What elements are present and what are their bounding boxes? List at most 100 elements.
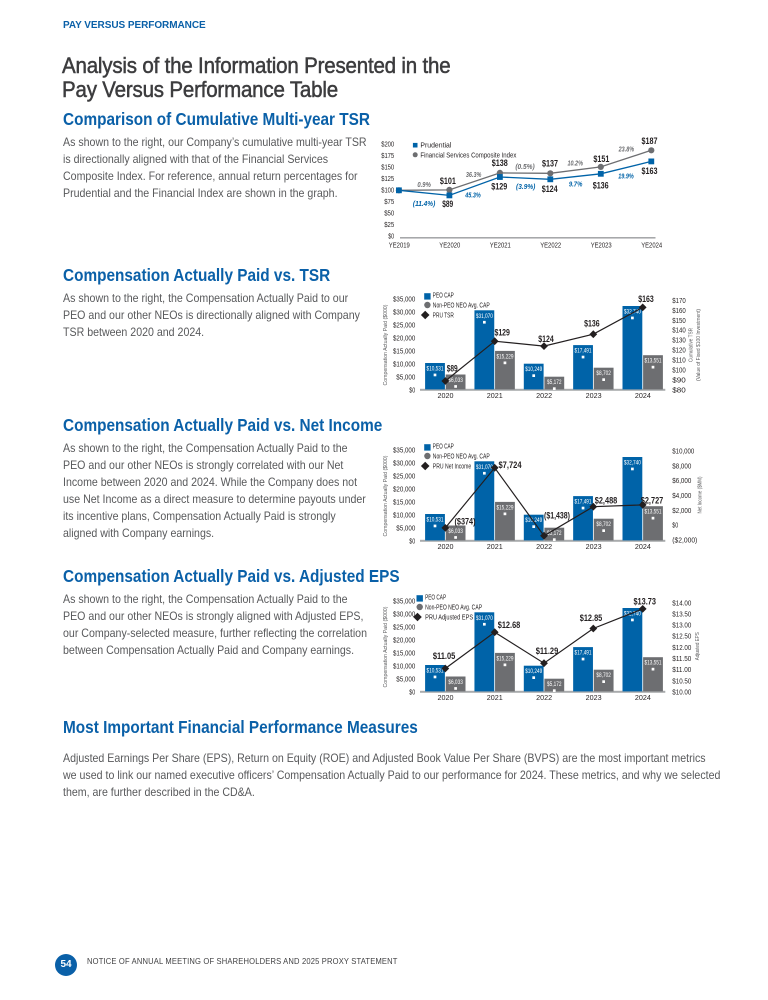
svg-text:(Value of Fixed $100 Investmen: (Value of Fixed $100 Investment) bbox=[696, 309, 702, 381]
svg-text:$170: $170 bbox=[672, 298, 686, 305]
svg-text:$12.00: $12.00 bbox=[672, 645, 691, 652]
svg-text:$10,531: $10,531 bbox=[427, 518, 445, 524]
svg-text:$13,551: $13,551 bbox=[645, 510, 663, 516]
svg-text:$5,172: $5,172 bbox=[547, 531, 562, 537]
svg-text:$0: $0 bbox=[388, 234, 394, 241]
svg-text:$17,491: $17,491 bbox=[575, 500, 593, 506]
svg-text:2024: 2024 bbox=[635, 393, 651, 400]
svg-text:2022: 2022 bbox=[536, 393, 552, 400]
svg-text:$151: $151 bbox=[593, 154, 609, 164]
svg-text:$5,000: $5,000 bbox=[396, 676, 415, 683]
svg-text:Prudential: Prudential bbox=[420, 143, 451, 150]
svg-text:Non-PEO NEO Avg. CAP: Non-PEO NEO Avg. CAP bbox=[433, 454, 490, 461]
svg-text:$187: $187 bbox=[642, 136, 658, 146]
svg-text:$124: $124 bbox=[538, 334, 554, 344]
svg-text:$20,000: $20,000 bbox=[393, 637, 415, 644]
svg-text:2023: 2023 bbox=[586, 393, 602, 400]
svg-text:(0.5%): (0.5%) bbox=[515, 162, 535, 171]
svg-text:$10.00: $10.00 bbox=[672, 689, 691, 696]
svg-text:$15,000: $15,000 bbox=[393, 349, 415, 356]
svg-text:$110: $110 bbox=[672, 358, 686, 365]
svg-text:PEO CAP: PEO CAP bbox=[433, 444, 454, 451]
svg-text:PEO CAP: PEO CAP bbox=[433, 293, 454, 300]
svg-text:Compensation Actually Paid ($0: Compensation Actually Paid ($000) bbox=[383, 456, 389, 537]
svg-text:$11.29: $11.29 bbox=[536, 646, 559, 656]
svg-text:$25,000: $25,000 bbox=[393, 474, 415, 481]
svg-text:(3.9%): (3.9%) bbox=[516, 182, 536, 191]
svg-text:10.2%: 10.2% bbox=[567, 158, 583, 167]
svg-text:$13.00: $13.00 bbox=[672, 622, 691, 629]
svg-text:YE2020: YE2020 bbox=[439, 243, 460, 250]
svg-text:$12.50: $12.50 bbox=[672, 633, 691, 640]
svg-text:$30,000: $30,000 bbox=[393, 461, 415, 468]
svg-text:Non-PEO NEO Avg. CAP: Non-PEO NEO Avg. CAP bbox=[425, 604, 482, 611]
svg-text:45.3%: 45.3% bbox=[465, 191, 481, 200]
svg-text:$2,727: $2,727 bbox=[641, 496, 664, 506]
svg-text:$4,000: $4,000 bbox=[672, 493, 691, 500]
svg-text:Compensation Actually Paid ($0: Compensation Actually Paid ($000) bbox=[383, 606, 389, 687]
svg-text:$89: $89 bbox=[447, 364, 458, 374]
svg-text:$15,000: $15,000 bbox=[393, 650, 415, 657]
svg-text:YE2021: YE2021 bbox=[490, 243, 511, 250]
svg-text:$80: $80 bbox=[672, 387, 686, 394]
svg-text:$35,000: $35,000 bbox=[393, 448, 415, 455]
svg-text:$13,551: $13,551 bbox=[645, 660, 663, 666]
svg-text:$163: $163 bbox=[642, 166, 658, 176]
svg-text:$2,488: $2,488 bbox=[595, 496, 618, 506]
svg-text:$11.50: $11.50 bbox=[672, 656, 691, 663]
svg-text:$138: $138 bbox=[492, 158, 508, 168]
svg-text:$120: $120 bbox=[672, 348, 686, 355]
svg-text:$150: $150 bbox=[381, 165, 394, 172]
svg-text:19.9%: 19.9% bbox=[618, 172, 634, 181]
svg-text:PRU TSR: PRU TSR bbox=[433, 313, 454, 320]
svg-text:$140: $140 bbox=[672, 328, 686, 335]
svg-text:$20,000: $20,000 bbox=[393, 487, 415, 494]
svg-text:PEO CAP: PEO CAP bbox=[425, 594, 446, 601]
svg-text:$25,000: $25,000 bbox=[393, 624, 415, 631]
svg-text:0.9%: 0.9% bbox=[417, 180, 431, 189]
svg-text:YE2022: YE2022 bbox=[540, 243, 561, 250]
svg-text:$31,070: $31,070 bbox=[476, 616, 494, 622]
svg-text:$15,229: $15,229 bbox=[496, 506, 514, 512]
svg-text:($2,000): ($2,000) bbox=[672, 538, 697, 545]
svg-text:$32,740: $32,740 bbox=[624, 461, 642, 467]
svg-text:$175: $175 bbox=[381, 153, 394, 160]
svg-text:Net Income ($MM): Net Income ($MM) bbox=[698, 477, 704, 514]
svg-text:2022: 2022 bbox=[536, 695, 552, 702]
svg-text:$5,000: $5,000 bbox=[396, 375, 415, 382]
svg-text:$13.50: $13.50 bbox=[672, 611, 691, 618]
svg-text:$30,000: $30,000 bbox=[393, 310, 415, 317]
svg-text:$8,702: $8,702 bbox=[596, 522, 611, 528]
svg-text:$10,000: $10,000 bbox=[393, 663, 415, 670]
svg-text:$8,702: $8,702 bbox=[596, 371, 611, 377]
svg-text:$163: $163 bbox=[638, 294, 654, 304]
svg-text:2020: 2020 bbox=[438, 544, 454, 551]
svg-text:2021: 2021 bbox=[487, 393, 503, 400]
svg-text:$6,033: $6,033 bbox=[448, 378, 463, 384]
svg-text:$20,000: $20,000 bbox=[393, 336, 415, 343]
svg-text:2024: 2024 bbox=[635, 544, 651, 551]
svg-text:Compensation Actually Paid ($0: Compensation Actually Paid ($000) bbox=[383, 304, 389, 385]
svg-text:$150: $150 bbox=[672, 318, 686, 325]
svg-text:YE2024: YE2024 bbox=[641, 243, 662, 250]
svg-text:2021: 2021 bbox=[487, 544, 503, 551]
svg-text:2020: 2020 bbox=[438, 393, 454, 400]
svg-text:$12.85: $12.85 bbox=[580, 613, 603, 623]
svg-text:$10,000: $10,000 bbox=[393, 513, 415, 520]
svg-text:$15,000: $15,000 bbox=[393, 500, 415, 507]
svg-text:$0: $0 bbox=[409, 388, 415, 395]
svg-text:$75: $75 bbox=[384, 199, 394, 206]
svg-text:$90: $90 bbox=[672, 378, 686, 385]
svg-text:$200: $200 bbox=[381, 142, 394, 149]
svg-text:YE2019: YE2019 bbox=[389, 243, 410, 250]
svg-text:$31,070: $31,070 bbox=[476, 314, 494, 320]
svg-text:$50: $50 bbox=[384, 211, 394, 218]
svg-text:2024: 2024 bbox=[635, 695, 651, 702]
svg-text:$10,531: $10,531 bbox=[427, 668, 445, 674]
svg-text:$124: $124 bbox=[542, 184, 558, 194]
svg-text:$12.68: $12.68 bbox=[498, 620, 521, 630]
svg-text:$100: $100 bbox=[672, 368, 686, 375]
svg-text:$11.05: $11.05 bbox=[433, 651, 456, 661]
svg-text:YE2023: YE2023 bbox=[591, 243, 612, 250]
svg-text:$0: $0 bbox=[672, 523, 678, 530]
